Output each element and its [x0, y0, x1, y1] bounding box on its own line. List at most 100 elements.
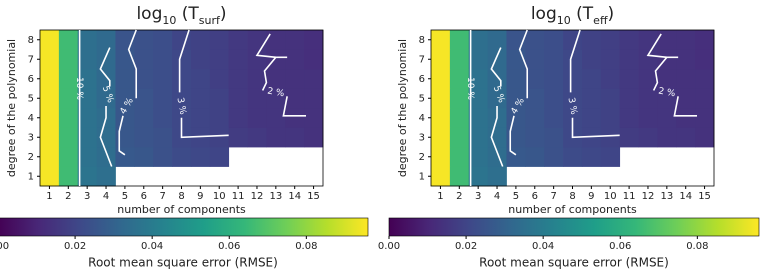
heatmap-cell: [77, 127, 97, 148]
heatmap-cell: [247, 127, 267, 148]
x-tick-label: 2: [65, 191, 71, 202]
heatmap-cell: [581, 88, 602, 109]
heatmap-cell: [506, 127, 526, 148]
contour-line: [509, 115, 517, 156]
title-part: log: [531, 4, 557, 24]
contour-line: [99, 106, 113, 167]
heatmap-cell: [695, 127, 715, 148]
y-tick-label: 1: [419, 171, 425, 182]
x-tick-label: 14: [679, 191, 692, 202]
heatmap-cell: [563, 88, 583, 109]
heatmap-cell: [487, 88, 507, 109]
contour-line: [571, 117, 620, 139]
heatmap-cell: [77, 49, 97, 70]
y-tick-label: 3: [419, 132, 425, 143]
contour-line: [673, 96, 698, 117]
colorbar-tick-label: 0.02: [64, 241, 86, 252]
y-tick-label: 7: [28, 54, 34, 65]
heatmap-cell: [695, 108, 715, 128]
heatmap-cell: [638, 108, 658, 128]
colorbar-tick-label: 0.08: [295, 241, 317, 252]
heatmap-cell: [638, 88, 658, 109]
heatmap-cell: [638, 30, 658, 50]
heatmap-cell: [96, 30, 116, 50]
heatmap-cell: [487, 127, 507, 148]
x-axis-label: number of components: [508, 203, 637, 216]
heatmap-cell: [468, 166, 488, 187]
heatmap-cell: [449, 108, 470, 128]
heatmap-cell: [77, 166, 97, 187]
heatmap-cell: [676, 88, 696, 109]
x-tick-label: 12: [251, 191, 264, 202]
heatmap-cell: [134, 49, 154, 70]
heatmap-cell: [468, 30, 488, 50]
heatmap-cell: [676, 49, 696, 70]
heatmap-cell: [695, 49, 715, 70]
x-tick-label: 13: [660, 191, 673, 202]
title-part: 10: [162, 14, 176, 27]
x-tick-label: 15: [698, 191, 711, 202]
contour-line: [646, 33, 669, 91]
heatmap-cell: [285, 88, 305, 109]
heatmap-cell: [228, 30, 248, 50]
heatmap-cell: [190, 49, 211, 70]
heatmap-cell: [115, 147, 135, 167]
heatmap-cell: [638, 127, 658, 148]
heatmap-cell: [96, 88, 116, 109]
heatmap-cell: [525, 147, 545, 167]
heatmap-cell: [525, 127, 545, 148]
heatmap-cell: [676, 69, 696, 89]
title-part: ): [220, 4, 227, 24]
colorbar-tick-label: 0.04: [532, 241, 554, 252]
heatmap-cell: [285, 69, 305, 89]
heatmap-cell: [468, 127, 488, 148]
title-part: surf: [199, 14, 221, 27]
heatmap-cell: [657, 69, 677, 89]
y-tick-label: 4: [419, 113, 425, 124]
heatmap-cell: [695, 30, 715, 50]
x-tick-label: 14: [288, 191, 301, 202]
colorbar: [388, 217, 760, 237]
heatmap-cell: [600, 69, 621, 89]
x-tick-label: 5: [513, 191, 519, 202]
heatmap-cell: [40, 69, 60, 89]
heatmap-cell: [449, 147, 470, 167]
heatmap-cell: [468, 147, 488, 167]
heatmap-cell: [600, 127, 621, 148]
x-axis-label: number of components: [117, 203, 246, 216]
heatmap-cell: [58, 49, 79, 70]
heatmap-cell: [96, 166, 116, 187]
x-tick-label: 15: [307, 191, 320, 202]
heatmap-cell: [58, 69, 79, 89]
y-tick-label: 8: [28, 35, 34, 46]
heatmap-cell: [431, 166, 451, 187]
y-tick-label: 6: [419, 74, 425, 85]
heatmap-cell: [304, 88, 324, 109]
heatmap-cell: [134, 88, 154, 109]
heatmap-cell: [676, 127, 696, 148]
x-tick-label: 6: [532, 191, 538, 202]
heatmap-cell: [544, 69, 564, 89]
x-tick-label: 3: [84, 191, 90, 202]
heatmap-cell: [619, 30, 639, 50]
heatmap-cell: [209, 147, 230, 167]
x-tick-label: 1: [437, 191, 443, 202]
contour-line: [178, 29, 190, 93]
heatmap-cell: [581, 108, 602, 128]
heatmap-cell: [266, 49, 286, 70]
heatmap-cell: [134, 127, 154, 148]
heatmap-cell: [266, 127, 286, 148]
y-tick-label: 1: [28, 171, 34, 182]
heatmap-cell: [77, 147, 97, 167]
y-tick-label: 2: [419, 152, 425, 163]
heatmap-cell: [600, 30, 621, 50]
colorbar-tick-label: 0.06: [609, 241, 631, 252]
x-tick-label: 9: [588, 191, 594, 202]
heatmap-cell: [431, 147, 451, 167]
x-tick-label: 5: [122, 191, 128, 202]
contour-line: [518, 29, 529, 99]
heatmap-cell: [304, 30, 324, 50]
heatmap-cell: [58, 127, 79, 148]
heatmap-cell: [266, 108, 286, 128]
heatmap-cell: [190, 69, 211, 89]
